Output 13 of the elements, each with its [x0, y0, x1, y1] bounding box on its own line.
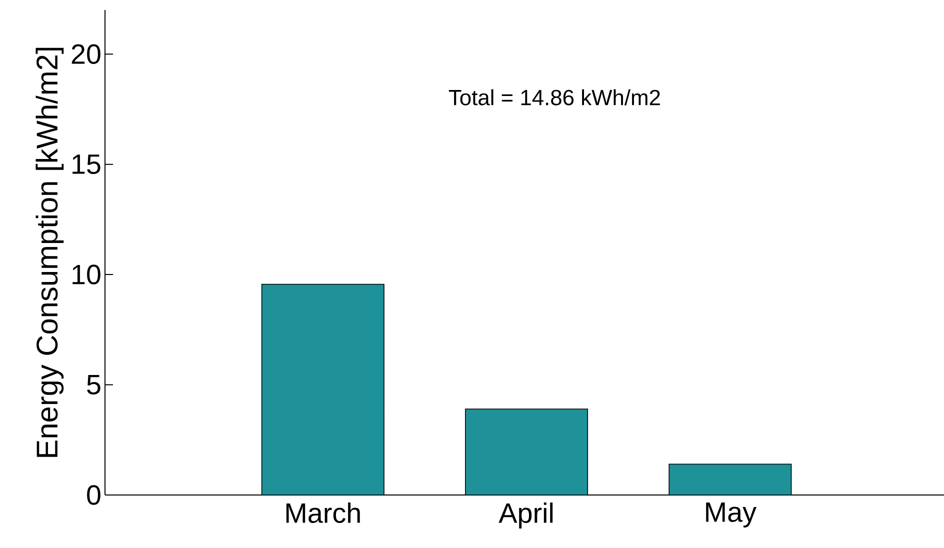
x-tick-label: March: [286, 502, 360, 523]
y-tick-label: 15: [72, 154, 100, 174]
y-tick-label: 10: [72, 264, 100, 284]
bar: [261, 284, 384, 495]
bar: [465, 408, 588, 495]
y-tick-label: 5: [87, 375, 100, 394]
annotation: Total = 14.86 kWh/m2: [448, 89, 660, 106]
y-axis-title: Energy Consumption [kWh/m2]: [36, 48, 64, 457]
x-tick-label: May: [706, 502, 756, 528]
bar: [668, 464, 792, 495]
y-tick-label: 0: [87, 485, 100, 505]
y-tick-label: 20: [72, 44, 100, 64]
x-tick-label: April: [498, 502, 553, 529]
